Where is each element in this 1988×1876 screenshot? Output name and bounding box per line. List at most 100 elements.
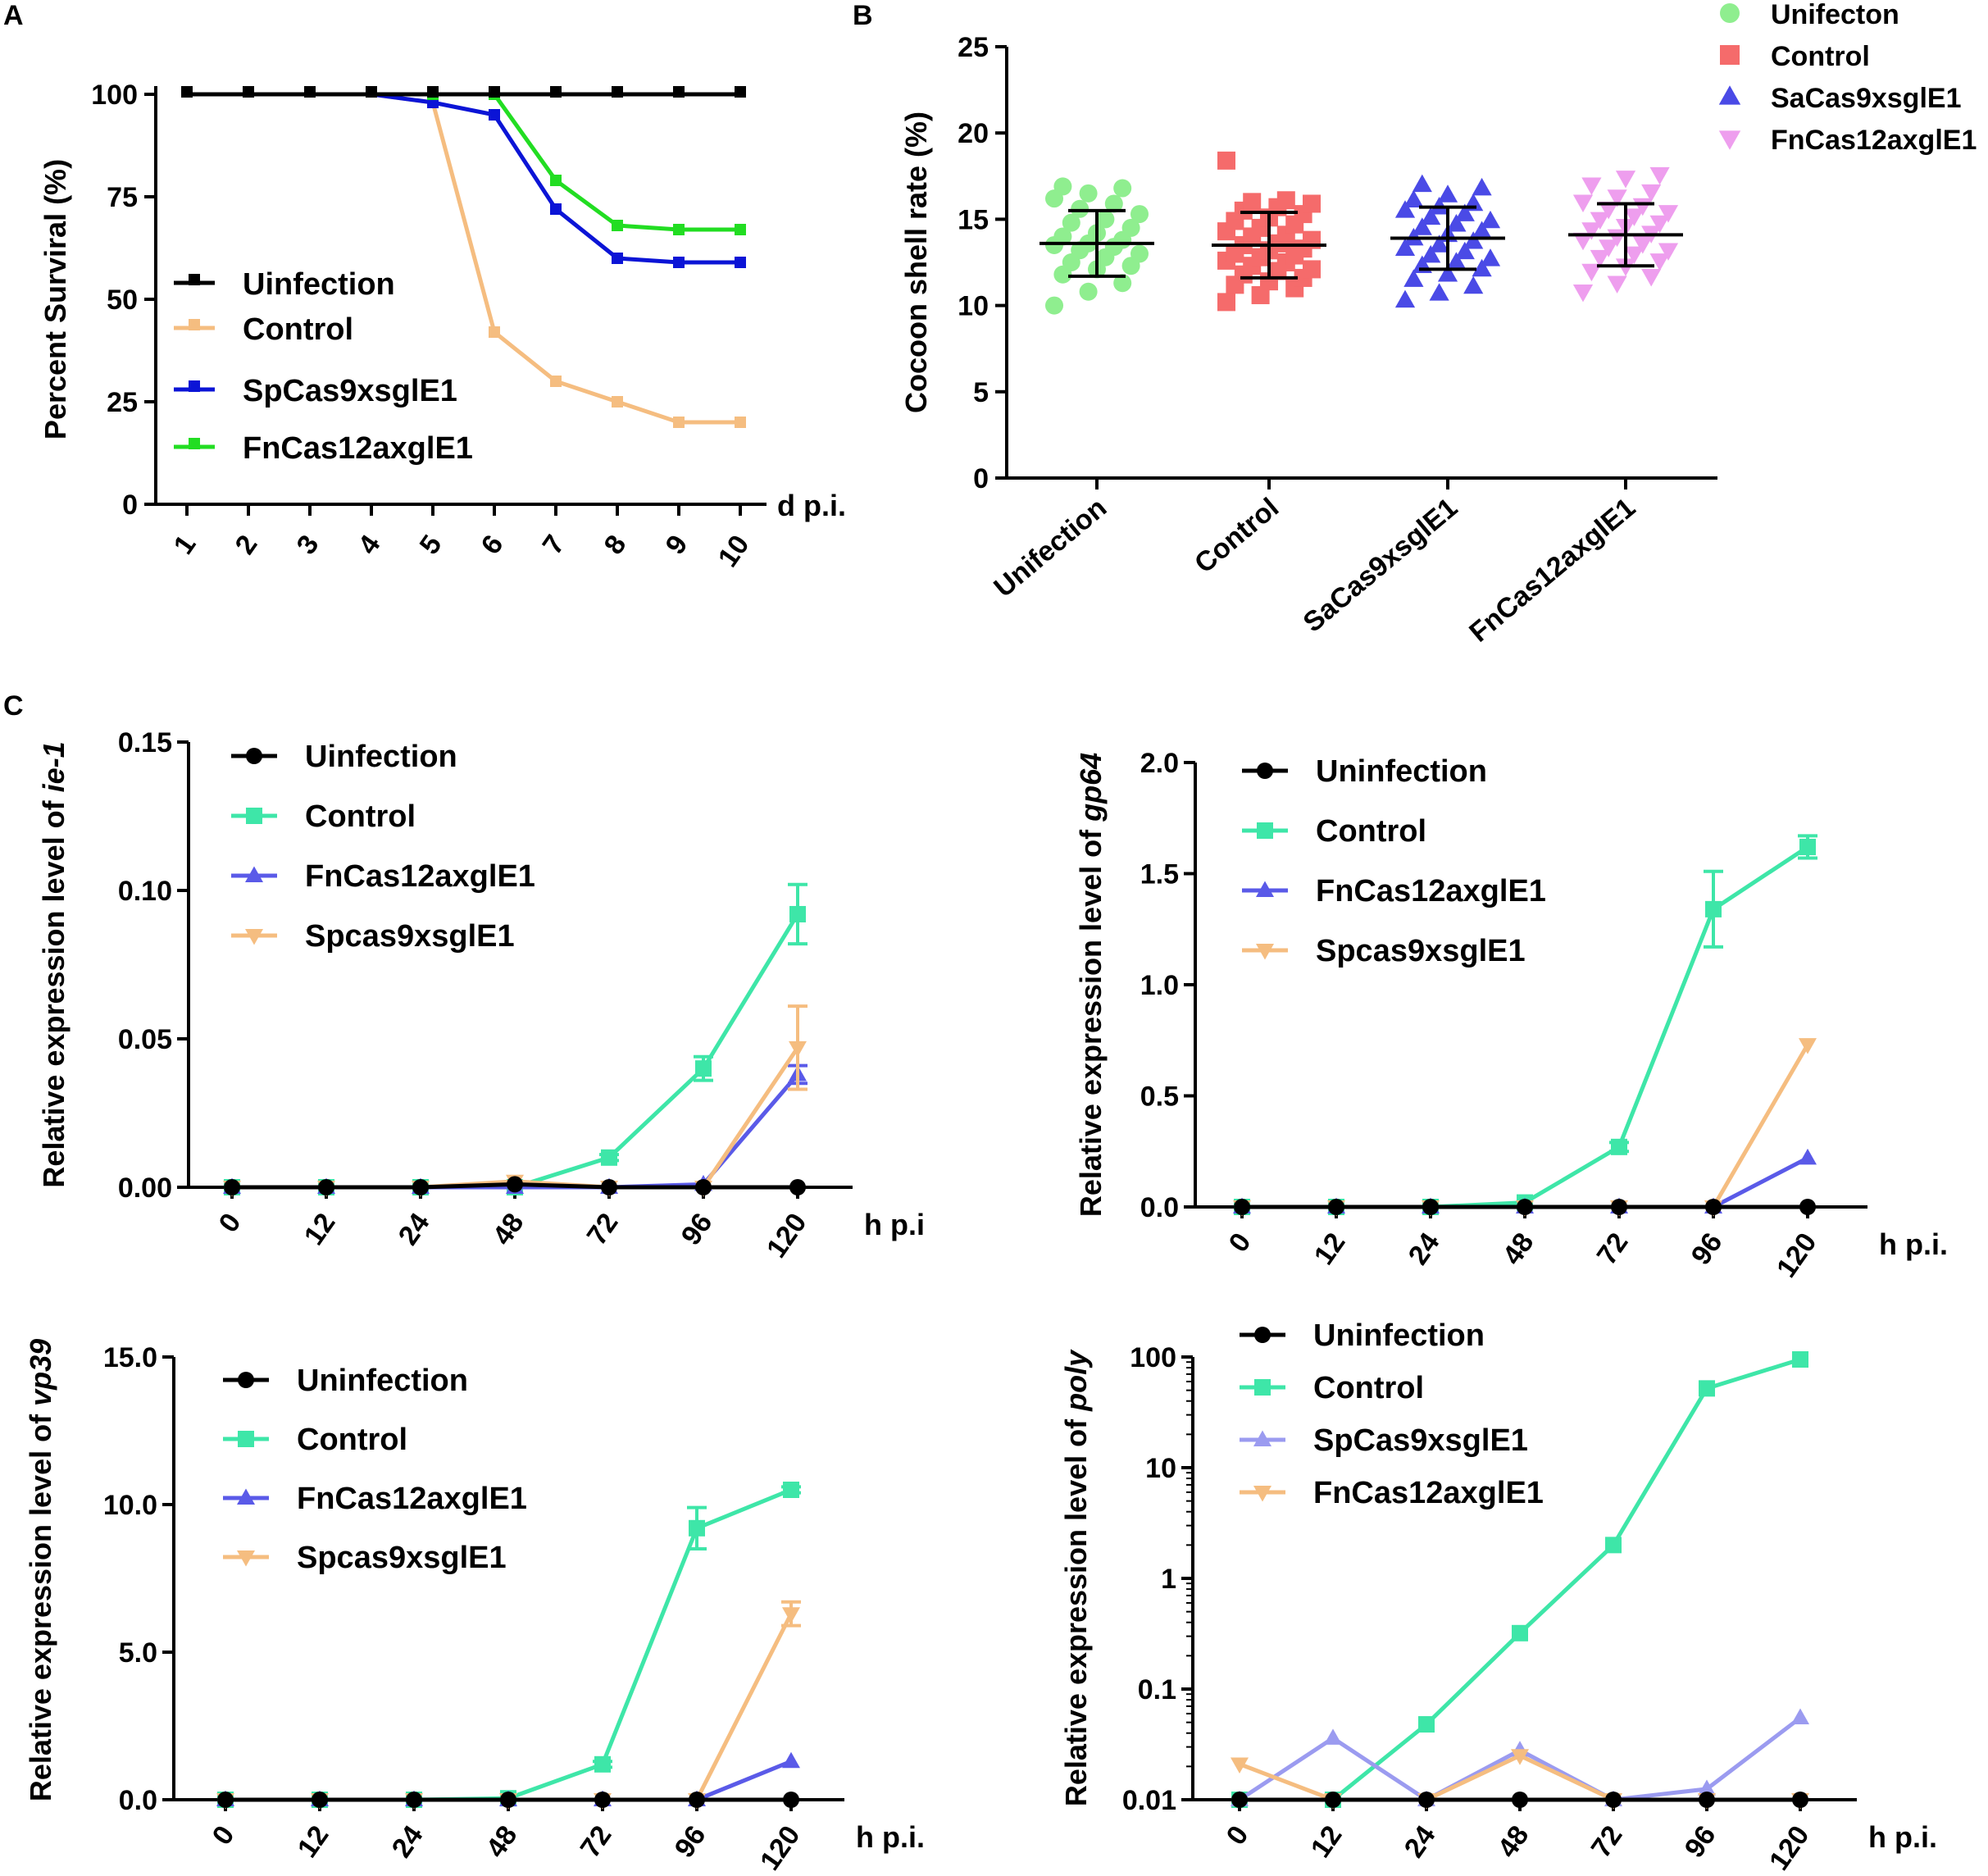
panel-b-cocoon-chart: 0 5 10 15 20 25 Cocoon shell rate (%) Unifectio… [899,0,1977,649]
x-tick-label: 120 [754,1820,807,1876]
x-tick-label: 72 [575,1820,618,1864]
series-line [225,1487,792,1802]
data-point [1705,1199,1722,1215]
legend-label: Uinfection [305,740,457,774]
series-line [232,913,800,1190]
data-point [1799,838,1816,855]
data-point [366,86,377,98]
legend-label: Uninfection [297,1364,468,1398]
x-tick-label: 72 [581,1208,625,1251]
y-tick-label: 0.01 [1122,1785,1176,1816]
data-point [695,1179,712,1195]
x-tick-label: 0 [1223,1227,1258,1258]
y-axis-title-gene: ie-1 [37,741,71,792]
data-point [1658,243,1679,261]
data-point [1611,1138,1627,1155]
data-point [1251,285,1270,304]
legend-marker [1257,822,1273,839]
data-point [1472,258,1492,277]
legend-label: FnCas12axglE1 [1771,125,1977,156]
data-point [601,1179,617,1195]
data-point [1403,189,1424,208]
data-point [1276,191,1295,210]
y-tick-label: 1.0 [1140,970,1179,1001]
data-point [1463,231,1484,249]
x-tick-label: 72 [1585,1820,1629,1864]
data-point [1437,264,1458,282]
legend-marker [1253,1430,1272,1446]
data-point [1446,214,1467,232]
data-point [594,1755,611,1773]
legend-marker [238,1431,254,1447]
legend-label: SpCas9xsglE1 [1313,1423,1528,1458]
data-point [1572,284,1594,303]
y-axis-title: Relative expression level of ie-1 [37,741,71,1187]
data-point [689,1792,705,1808]
legend-marker [1718,85,1741,105]
data-point [735,417,746,428]
x-tick-label: 96 [676,1208,719,1251]
legend-marker [1256,944,1274,960]
data-point [406,1792,422,1808]
data-point [312,1792,328,1808]
y-axis-title-prefix: Relative expression level of [1059,1411,1093,1806]
legend-label: Control [1316,814,1426,849]
data-point [1581,177,1602,195]
panel-c-gp64-chart: 0.0 0.5 1.0 1.5 2.0 0 12 24 48 72 96 120 h p.i. Relat… [1074,748,1948,1283]
legend-label: Control [305,799,416,834]
data-point [1590,212,1610,230]
data-point [243,86,254,98]
x-tick-label: 120 [1763,1820,1816,1876]
data-point [1079,184,1098,203]
data-point [1437,184,1458,203]
legend-marker [189,274,200,285]
y-axis-title-gene: poly [1059,1349,1093,1412]
legend-label: Uninfection [1316,754,1487,789]
data-point [1605,1537,1622,1554]
data-point [1394,238,1416,256]
data-point [1699,1380,1715,1397]
x-tick-label: 120 [761,1208,813,1264]
y-axis-title-prefix: Relative expression level of [24,1406,57,1801]
data-point [1421,244,1441,263]
data-point [1512,1624,1528,1642]
data-point [612,86,623,98]
y-tick-label: 10 [1145,1453,1176,1484]
data-point [612,220,623,231]
data-point [673,257,685,268]
y-axis-title: Relative expression level of poly [1059,1349,1093,1806]
data-point [1480,210,1501,229]
data-point [1599,239,1619,257]
data-point [1418,1792,1435,1808]
data-point [1799,1038,1817,1054]
y-tick-label: 100 [91,80,138,111]
x-tick-label: 12 [292,1820,335,1864]
data-point [1799,1199,1816,1215]
data-point [550,203,562,215]
data-point [1572,194,1594,213]
y-tick-label: 5.0 [119,1637,157,1669]
y-tick-label: 2.0 [1140,748,1179,779]
data-point [1632,236,1653,254]
panel-c-poly-chart: 0.01 0.1 1 10 100 0 12 24 48 72 96 120 h p.i. Relativ… [1059,1318,1937,1876]
legend-label: SaCas9xsglE1 [1771,83,1962,114]
legend-marker [1254,1327,1271,1343]
data-point [782,1607,800,1623]
data-point [1243,193,1262,212]
series-line [187,92,740,232]
data-point [789,1040,807,1058]
data-point [1649,253,1670,271]
data-point [789,905,806,922]
data-point [1394,289,1416,308]
series-line [1242,1043,1810,1209]
data-point [1599,201,1619,220]
panel-letter-c: C [3,690,24,722]
data-point [1705,900,1722,918]
data-point [1472,221,1492,239]
legend-label: FnCas12axglE1 [297,1482,527,1516]
y-tick-label: 10 [958,291,989,322]
legend-marker [1718,130,1741,150]
legend-marker [1256,881,1274,897]
data-point [1217,151,1235,170]
data-point [1217,293,1235,312]
